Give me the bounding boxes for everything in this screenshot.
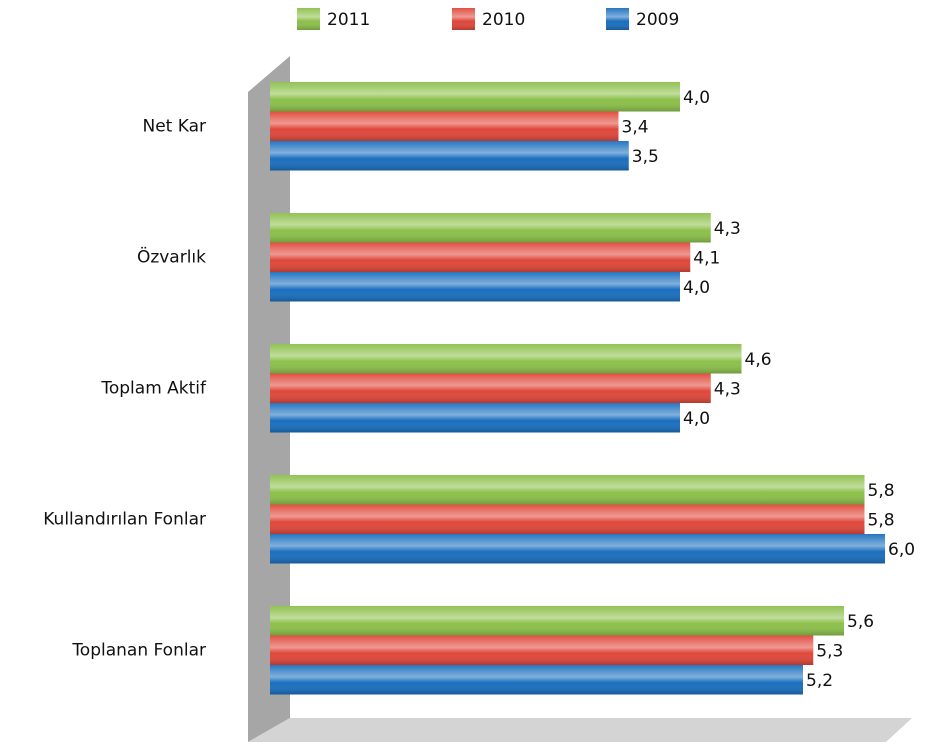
floor xyxy=(248,718,912,742)
legend-label: 2010 xyxy=(482,10,525,30)
value-label: 4,0 xyxy=(683,278,710,298)
category-label: Özvarlık xyxy=(137,245,206,267)
value-label: 5,6 xyxy=(847,612,874,632)
bar-shine xyxy=(270,534,885,564)
legend-label: 2009 xyxy=(636,10,679,30)
value-label: 5,8 xyxy=(868,510,895,530)
value-label: 4,3 xyxy=(714,379,741,399)
bar-shine xyxy=(270,82,680,112)
bar-shine xyxy=(270,665,803,695)
value-label: 4,0 xyxy=(683,409,710,429)
legend-swatch-shine xyxy=(606,8,629,30)
value-label: 5,2 xyxy=(806,671,833,691)
value-label: 4,0 xyxy=(683,88,710,108)
bar-shine xyxy=(270,606,844,636)
value-label: 3,4 xyxy=(622,117,649,137)
value-label: 4,3 xyxy=(714,219,741,239)
value-label: 6,0 xyxy=(888,540,915,560)
category-label: Toplanan Fonlar xyxy=(71,640,206,660)
bar-shine xyxy=(270,504,865,534)
value-label: 5,3 xyxy=(816,641,843,661)
legend-swatch-shine xyxy=(452,8,475,30)
bar-shine xyxy=(270,344,742,374)
value-label: 4,6 xyxy=(745,350,772,370)
bar-shine xyxy=(270,213,711,243)
value-label: 3,5 xyxy=(632,147,659,167)
category-label: Net Kar xyxy=(142,116,206,136)
bar-shine xyxy=(270,242,691,272)
bar-shine xyxy=(270,475,865,505)
value-label: 5,8 xyxy=(868,481,895,501)
legend-label: 2011 xyxy=(327,10,370,30)
bar-shine xyxy=(270,141,629,171)
category-label: Toplam Aktif xyxy=(100,378,207,398)
value-label: 4,1 xyxy=(693,248,720,268)
bar-shine xyxy=(270,635,814,665)
bar-shine xyxy=(270,272,680,302)
bar-shine xyxy=(270,111,619,141)
bar-shine xyxy=(270,373,711,403)
category-label: Kullandırılan Fonlar xyxy=(43,509,206,529)
bar-shine xyxy=(270,403,680,433)
legend-swatch-shine xyxy=(297,8,320,30)
